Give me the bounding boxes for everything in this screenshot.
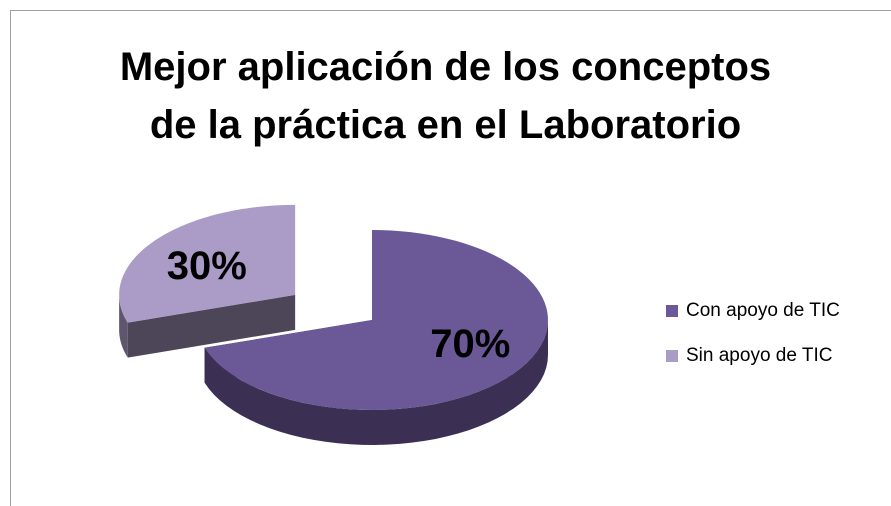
legend-swatch [666,305,678,317]
slice-side [204,320,548,445]
legend-label: Sin apoyo de TIC [686,345,832,366]
legend-label: Con apoyo de TIC [686,300,840,321]
data-label: 30% [167,244,247,288]
data-label: 70% [430,322,510,366]
slice [119,204,296,323]
chart-title: Mejor aplicación de los conceptos de la … [119,45,772,147]
slice-face [127,294,296,358]
slice [204,230,548,410]
slice-side [119,294,128,358]
legend-swatch [666,350,678,362]
